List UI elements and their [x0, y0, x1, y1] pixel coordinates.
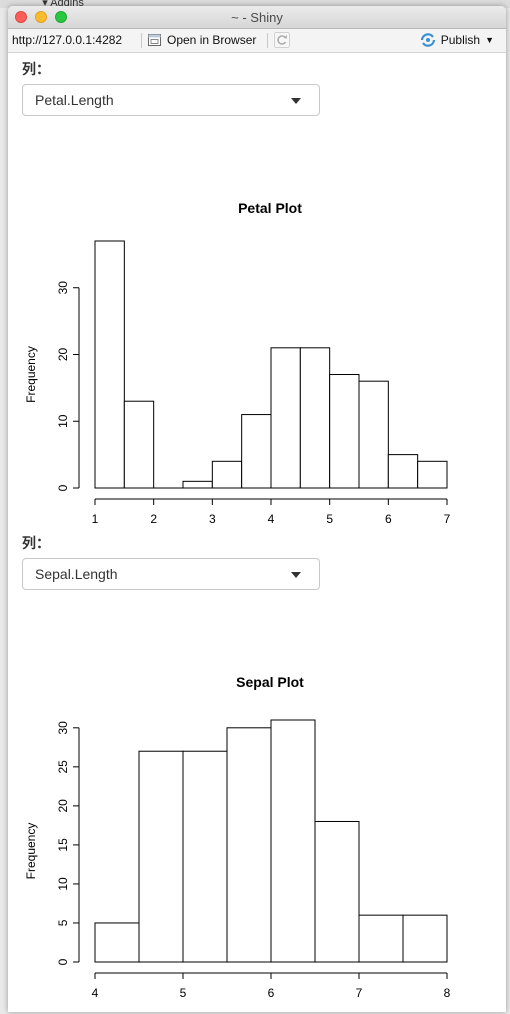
- x-tick-label: 4: [268, 512, 275, 525]
- open-in-browser-button[interactable]: Open in Browser: [148, 33, 256, 47]
- y-tick-label: 10: [56, 414, 70, 428]
- toolbar-divider: [267, 33, 268, 48]
- chevron-down-icon[interactable]: ▼: [485, 35, 494, 45]
- publish-label: Publish: [440, 33, 481, 47]
- caret-down-icon: [291, 98, 301, 104]
- column-select-label: 列：: [22, 61, 50, 77]
- sepal-histogram: Sepal Plot45678iris[, input$col]05101520…: [24, 674, 451, 999]
- histogram-bar: [358, 380, 389, 489]
- histogram-bar: [211, 460, 243, 489]
- y-tick-label: 20: [56, 347, 70, 361]
- y-tick-label: 5: [56, 919, 70, 926]
- x-tick-label: 1: [92, 512, 99, 525]
- x-tick-label: 4: [92, 986, 99, 999]
- histogram-bar: [270, 719, 316, 963]
- y-axis-label: Frequency: [24, 823, 38, 880]
- background-window-strip: [0, 0, 510, 8]
- x-tick-label: 5: [180, 986, 187, 999]
- histogram-bar: [314, 820, 360, 963]
- histogram-bar: [226, 727, 272, 963]
- shiny-window: ~ - Shiny http://127.0.0.1:4282 Open in …: [8, 6, 506, 1012]
- title-bar: ~ - Shiny: [8, 6, 506, 29]
- histogram-bar: [387, 454, 419, 489]
- zoom-window-button[interactable]: [55, 11, 67, 23]
- y-tick-label: 15: [56, 838, 70, 852]
- column-select-dropdown[interactable]: Petal.Length: [22, 84, 320, 116]
- y-tick-label: 20: [56, 799, 70, 813]
- y-tick-label: 30: [56, 721, 70, 735]
- histogram-bar: [94, 240, 125, 489]
- histogram-bar: [182, 480, 213, 489]
- histogram-bar: [182, 750, 228, 963]
- refresh-button[interactable]: [274, 32, 290, 51]
- viewer-toolbar: http://127.0.0.1:4282 Open in Browser: [8, 29, 506, 53]
- background-addins-menu: ▾ Addins: [30, 0, 84, 9]
- caret-down-icon: [291, 572, 301, 578]
- y-tick-label: 0: [56, 484, 70, 491]
- browser-window-icon: [148, 34, 161, 46]
- window-title: ~ - Shiny: [231, 10, 283, 25]
- histogram-bar: [299, 347, 331, 489]
- addins-label: Addins: [50, 0, 84, 9]
- histogram-bar: [123, 400, 155, 489]
- histogram-bar: [402, 914, 448, 963]
- url-text[interactable]: http://127.0.0.1:4282: [12, 33, 123, 47]
- publish-icon: [420, 33, 435, 47]
- plot-title: Petal Plot: [238, 200, 302, 216]
- histogram-bar: [94, 922, 140, 963]
- column-select-label: 列：: [22, 535, 50, 551]
- y-axis-label: Frequency: [24, 346, 38, 403]
- open-in-browser-label: Open in Browser: [167, 33, 257, 47]
- histogram-bar: [329, 374, 360, 489]
- publish-button[interactable]: Publish ▼: [420, 33, 494, 47]
- y-tick-label: 30: [56, 281, 70, 295]
- x-tick-label: 2: [150, 512, 157, 525]
- x-tick-label: 5: [326, 512, 333, 525]
- histogram-bar: [358, 914, 404, 963]
- selected-value: Petal.Length: [35, 92, 114, 108]
- close-window-button[interactable]: [15, 11, 27, 23]
- histogram-bar: [270, 347, 301, 489]
- x-tick-label: 7: [356, 986, 363, 999]
- x-tick-label: 8: [444, 986, 451, 999]
- selected-value: Sepal.Length: [35, 566, 118, 582]
- toolbar-divider: [141, 33, 142, 48]
- x-tick-label: 6: [385, 512, 392, 525]
- column-select-dropdown[interactable]: Sepal.Length: [22, 558, 320, 590]
- x-tick-label: 6: [268, 986, 275, 999]
- x-tick-label: 7: [444, 512, 451, 525]
- histogram-bar: [417, 460, 448, 489]
- histogram-bar: [241, 414, 272, 489]
- y-tick-label: 25: [56, 760, 70, 774]
- plot-title: Sepal Plot: [236, 674, 304, 690]
- minimize-window-button[interactable]: [35, 11, 47, 23]
- petal-histogram: Petal Plot1234567iris[, input$col]010203…: [24, 200, 451, 525]
- histogram-bar: [138, 750, 184, 963]
- y-tick-label: 0: [56, 958, 70, 965]
- y-tick-label: 10: [56, 877, 70, 891]
- x-tick-label: 3: [209, 512, 216, 525]
- refresh-icon: [274, 32, 290, 48]
